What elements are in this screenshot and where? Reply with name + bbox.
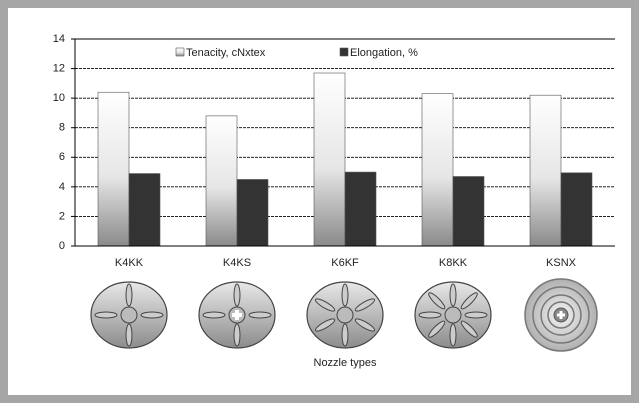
nozzle-slot — [460, 320, 478, 338]
legend-label: Tenacity, cNxtex — [186, 47, 266, 59]
nozzle-slot — [94, 311, 118, 319]
nozzle-slot — [314, 298, 336, 312]
nozzle-slot — [341, 323, 349, 347]
nozzle-slot — [233, 323, 241, 347]
nozzle-center — [120, 306, 138, 324]
legend-label: Elongation, % — [350, 47, 418, 59]
nozzle-slot — [233, 283, 241, 307]
bar — [344, 171, 377, 247]
nozzle-ring — [540, 294, 582, 336]
nozzle-slot — [460, 292, 478, 310]
nozzle-ring — [532, 286, 590, 344]
y-tick-label: 0 — [59, 240, 65, 252]
bar — [529, 94, 562, 247]
nozzle-ring — [547, 301, 575, 329]
nozzle-slot — [354, 318, 376, 332]
y-tick-label: 6 — [59, 151, 65, 163]
nozzle-slot — [341, 283, 349, 307]
x-tick-label: K4KS — [223, 257, 251, 269]
nozzle-center — [444, 306, 462, 324]
bar — [560, 172, 593, 247]
nozzle-cross — [557, 311, 565, 319]
x-tick-label: K4KK — [115, 257, 144, 269]
nozzle-center — [336, 306, 354, 324]
bar — [97, 91, 130, 247]
nozzle-slot — [125, 283, 133, 307]
bar — [236, 179, 269, 247]
x-tick-label: K6KF — [331, 257, 359, 269]
bar — [313, 72, 346, 247]
nozzle-slot — [202, 311, 226, 319]
nozzle-slot — [140, 311, 164, 319]
nozzle-slot — [314, 318, 336, 332]
nozzle-slot — [418, 311, 442, 319]
x-tick-label: KSNX — [546, 257, 577, 269]
legend-swatch — [339, 47, 349, 57]
nozzle-slot — [125, 323, 133, 347]
y-tick-label: 14 — [53, 33, 65, 45]
bar — [128, 173, 161, 247]
nozzle-slot — [449, 323, 457, 347]
nozzle-slot — [248, 311, 272, 319]
y-tick-label: 10 — [53, 92, 65, 104]
bar — [205, 115, 238, 247]
nozzle-slot — [449, 283, 457, 307]
nozzle-slot — [428, 320, 446, 338]
nozzle-slot — [428, 292, 446, 310]
bar — [421, 93, 454, 247]
nozzle-slot — [354, 298, 376, 312]
y-tick-label: 4 — [59, 181, 65, 193]
y-tick-label: 12 — [53, 62, 65, 74]
nozzle-cross — [232, 310, 242, 320]
bar — [452, 176, 485, 247]
legend-swatch — [175, 47, 185, 57]
y-tick-label: 8 — [59, 122, 65, 134]
x-axis-label: Nozzle types — [314, 357, 377, 369]
y-tick-label: 2 — [59, 210, 65, 222]
nozzle-slot — [464, 311, 488, 319]
x-tick-label: K8KK — [439, 257, 468, 269]
